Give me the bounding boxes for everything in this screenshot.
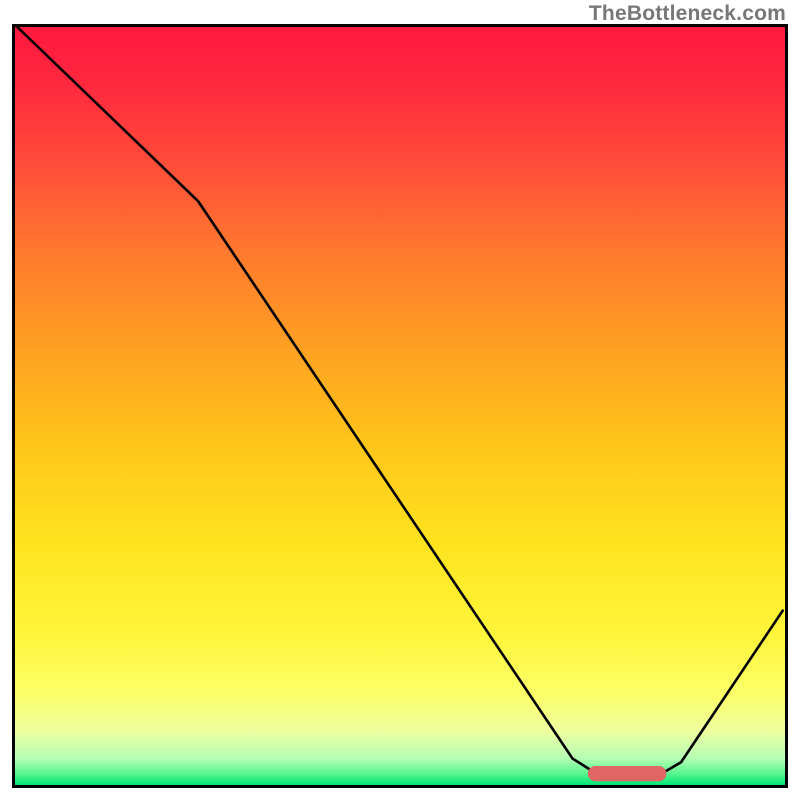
chart-svg: [12, 24, 788, 788]
chart-frame: TheBottleneck.com: [0, 0, 800, 800]
watermark-text: TheBottleneck.com: [589, 2, 786, 26]
plot-area: [12, 24, 788, 788]
optimal-range-marker: [588, 766, 667, 781]
gradient-field: [15, 27, 785, 785]
